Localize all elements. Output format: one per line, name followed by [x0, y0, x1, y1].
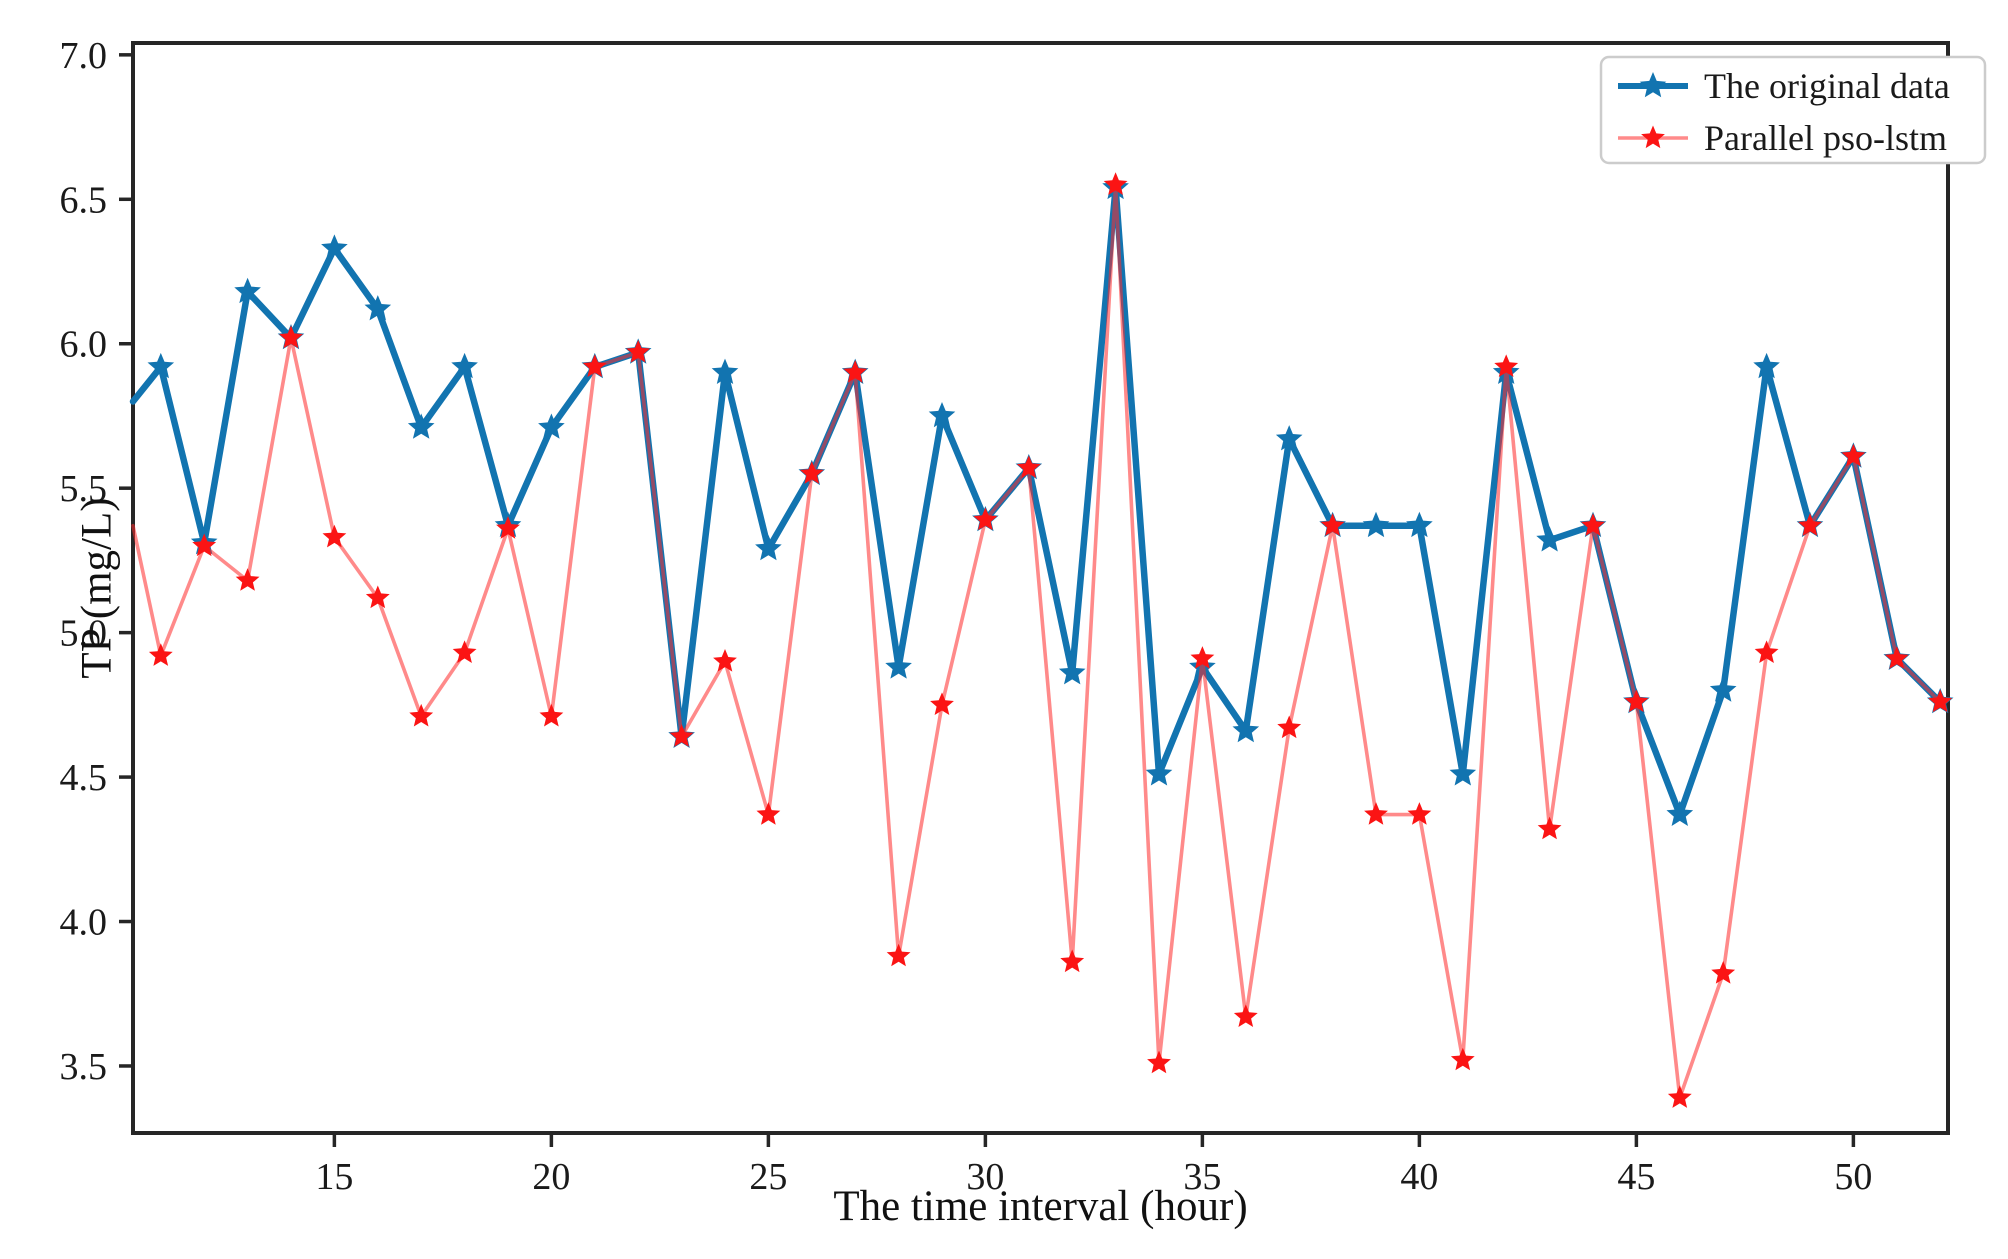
- pso-lstm-marker: [1364, 802, 1388, 825]
- original-data-marker: [538, 413, 565, 439]
- pso-lstm-marker: [539, 703, 564, 727]
- pso-lstm-marker: [1103, 172, 1128, 195]
- original-data-marker: [1449, 760, 1477, 786]
- y-tick-label: 6.0: [60, 324, 108, 366]
- original-data-marker: [1753, 352, 1780, 379]
- original-data-marker: [1536, 526, 1563, 552]
- y-tick-label: 5.5: [60, 468, 108, 510]
- original-data-marker: [885, 653, 912, 679]
- x-axis-title: The time interval (hour): [833, 1183, 1248, 1230]
- x-tick-label: 50: [1834, 1156, 1872, 1198]
- pso-lstm-marker: [1147, 1050, 1171, 1074]
- pso-lstm-marker: [496, 516, 520, 539]
- pso-lstm-marker: [279, 325, 303, 349]
- pso-lstm-marker: [1450, 1047, 1475, 1071]
- y-tick-label: 4.0: [60, 902, 108, 944]
- pso-lstm-marker: [1928, 689, 1953, 713]
- legend-star-blue-icon: [1639, 72, 1667, 98]
- pso-lstm-marker: [713, 649, 737, 672]
- y-tick-label: 6.5: [60, 179, 108, 221]
- original-data-marker: [407, 413, 435, 439]
- y-tick-label: 5.0: [60, 613, 108, 655]
- pso-lstm-marker: [1711, 961, 1736, 984]
- pso-lstm-marker: [1060, 949, 1085, 973]
- pso-lstm-line: [131, 183, 1942, 1100]
- x-tick-label: 15: [315, 1156, 353, 1198]
- pso-lstm-marker: [192, 533, 217, 557]
- pso-lstm-marker: [626, 339, 651, 363]
- original-data-marker: [147, 352, 175, 379]
- legend-box: [1599, 55, 1987, 165]
- pso-lstm-marker: [1884, 646, 1909, 669]
- x-tick-label: 25: [749, 1156, 787, 1198]
- original-data-marker: [1406, 511, 1433, 538]
- pso-lstm-marker: [1320, 513, 1345, 536]
- original-data-marker: [1709, 676, 1737, 702]
- pso-lstm-marker: [886, 943, 911, 967]
- pso-lstm-marker: [756, 802, 781, 825]
- pso-lstm-marker: [930, 692, 954, 715]
- pso-lstm-marker: [1190, 646, 1215, 669]
- original-data-marker: [321, 234, 348, 260]
- y-axis-title: TP (mg/L): [73, 497, 121, 679]
- pso-lstm-marker: [1277, 715, 1302, 739]
- x-tick-label: 20: [532, 1156, 570, 1198]
- original-data-marker: [1232, 716, 1260, 743]
- original-data-marker: [1362, 511, 1390, 538]
- y-tick-label: 7.0: [60, 35, 108, 77]
- original-data-marker: [1666, 800, 1694, 826]
- pso-lstm-marker: [365, 585, 390, 609]
- pso-lstm-marker: [1667, 1085, 1692, 1108]
- original-data-marker: [1058, 659, 1086, 685]
- pso-lstm-marker: [1407, 802, 1432, 825]
- pso-lstm-marker: [1494, 354, 1519, 377]
- original-data-marker: [711, 358, 739, 384]
- legend-label: The original data: [1704, 66, 1950, 106]
- x-tick-label: 40: [1400, 1156, 1438, 1198]
- original-data-marker: [1275, 425, 1303, 451]
- pso-lstm-marker: [669, 724, 694, 747]
- pso-lstm-marker: [1581, 513, 1605, 536]
- original-data-line: [129, 184, 1944, 818]
- pso-lstm-marker: [148, 643, 173, 666]
- pso-lstm-marker: [1233, 1004, 1258, 1027]
- pso-lstm-marker: [973, 507, 998, 531]
- legend-star-red-icon: [1641, 125, 1665, 149]
- pso-lstm-marker: [1798, 513, 1822, 536]
- pso-lstm-marker: [1624, 689, 1649, 713]
- pso-lstm-marker: [1537, 816, 1562, 840]
- original-data-marker: [928, 402, 956, 428]
- original-data-marker: [364, 295, 392, 321]
- original-data-marker: [1145, 760, 1173, 786]
- original-data-marker: [755, 534, 782, 561]
- pso-lstm-marker: [452, 640, 477, 663]
- x-tick-label: 45: [1617, 1156, 1655, 1198]
- y-tick-label: 4.5: [60, 757, 108, 799]
- original-data-marker: [234, 277, 261, 304]
- pso-lstm-marker: [1754, 640, 1779, 663]
- y-tick-label: 3.5: [60, 1046, 108, 1088]
- pso-lstm-marker: [322, 524, 347, 548]
- plot-border: [131, 41, 1950, 1135]
- pso-lstm-marker: [582, 354, 607, 377]
- x-tick-label: 35: [1183, 1156, 1221, 1198]
- pso-lstm-marker: [409, 703, 434, 727]
- pso-lstm-marker: [1841, 443, 1866, 467]
- legend-label: Parallel pso-lstm: [1704, 118, 1947, 158]
- pso-lstm-marker: [799, 461, 824, 484]
- pso-lstm-marker: [843, 360, 868, 383]
- x-tick-label: 30: [966, 1156, 1004, 1198]
- pso-lstm-marker: [1016, 455, 1041, 479]
- pso-lstm-marker: [235, 568, 260, 591]
- original-data-marker: [451, 352, 478, 379]
